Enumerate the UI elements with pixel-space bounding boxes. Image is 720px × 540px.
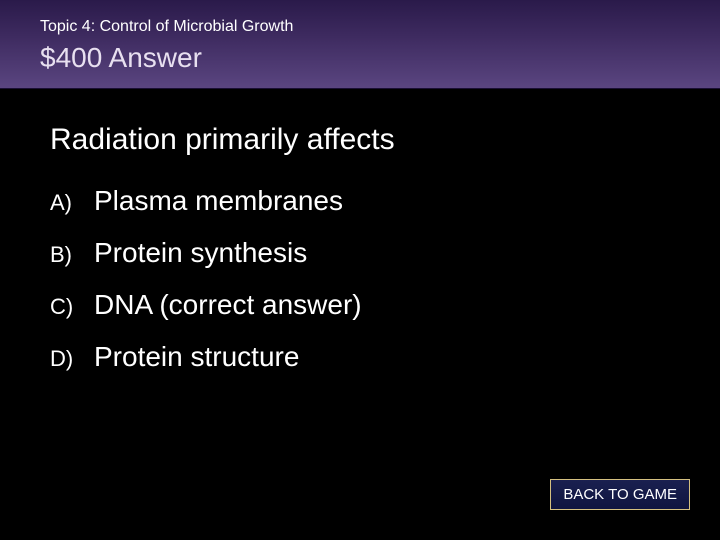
option-row: C) DNA (correct answer) [50,289,670,321]
option-letter: B) [50,242,94,268]
slide-content: Radiation primarily affects A) Plasma me… [0,89,720,373]
back-to-game-button[interactable]: BACK TO GAME [550,479,690,510]
option-letter: A) [50,190,94,216]
option-text: Plasma membranes [94,185,343,217]
option-text: Protein structure [94,341,299,373]
option-letter: D) [50,346,94,372]
option-text: DNA (correct answer) [94,289,362,321]
option-row: D) Protein structure [50,341,670,373]
option-row: A) Plasma membranes [50,185,670,217]
question-text: Radiation primarily affects [50,123,670,157]
option-text: Protein synthesis [94,237,307,269]
slide-header: Topic 4: Control of Microbial Growth $40… [0,0,720,89]
option-letter: C) [50,294,94,320]
option-row: B) Protein synthesis [50,237,670,269]
price-answer-label: $400 Answer [40,42,680,74]
topic-title: Topic 4: Control of Microbial Growth [40,18,680,36]
